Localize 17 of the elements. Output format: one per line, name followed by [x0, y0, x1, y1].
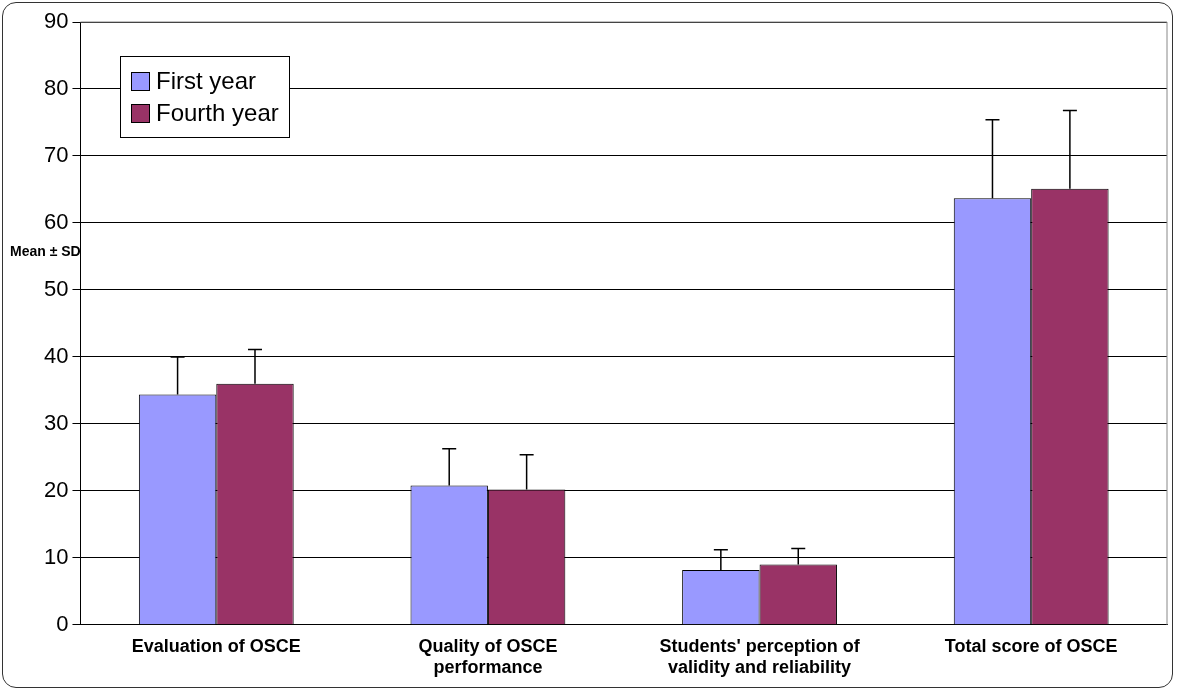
legend-label: First year	[156, 67, 257, 95]
y-tick-label: 30	[43, 409, 69, 435]
legend-label: Fourth year	[156, 99, 279, 127]
y-tick-label: 90	[43, 8, 69, 34]
x-tick-label: Total score of OSCE	[944, 635, 1118, 656]
y-tick-label: 70	[43, 142, 69, 168]
y-tick-label: 50	[43, 275, 69, 301]
y-tick-label: 20	[43, 476, 69, 502]
x-tick-label: Evaluation of OSCE	[131, 635, 301, 656]
x-tick-label: Students' perception of validity and reliability	[659, 635, 861, 678]
y-tick-label: 0	[56, 610, 69, 636]
x-tick-label: Quality of OSCE performance	[418, 635, 558, 678]
y-tick-label: 80	[43, 75, 69, 101]
y-tick-label: 60	[43, 209, 69, 234]
y-tick-label: 10	[43, 543, 69, 569]
y-tick-label: 40	[43, 342, 69, 368]
y-axis-title: Mean ± SD	[10, 243, 81, 259]
